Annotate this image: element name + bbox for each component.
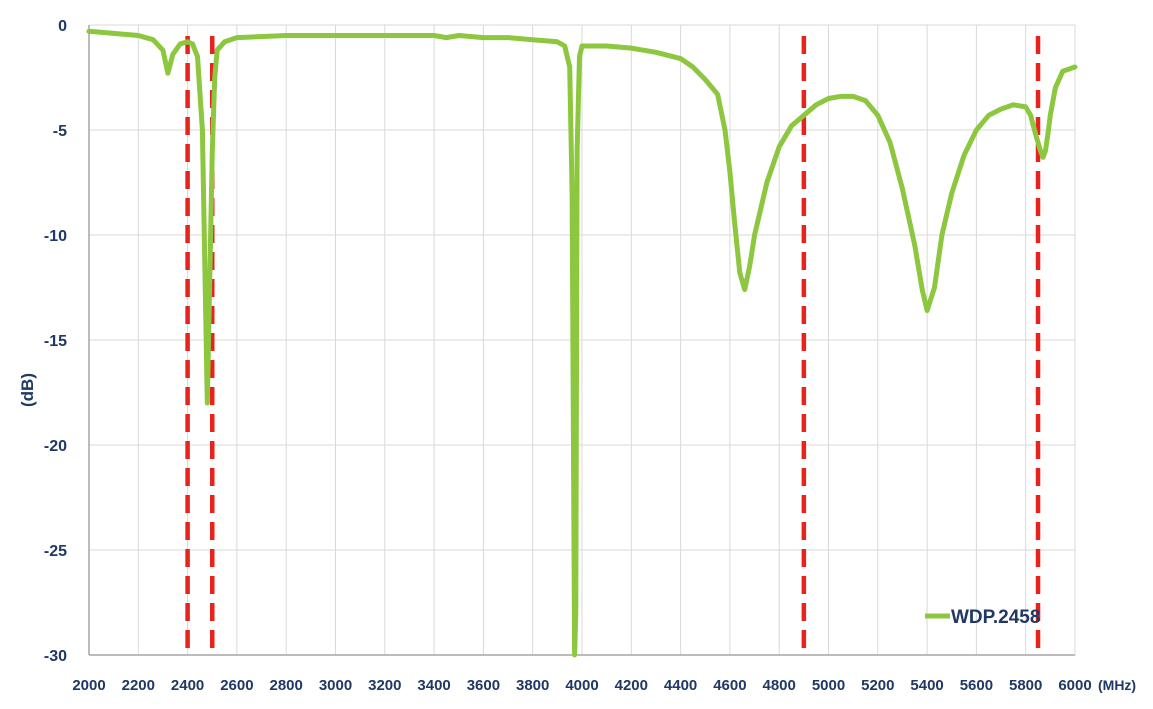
x-axis-unit-label: (MHz) — [1098, 677, 1136, 693]
grid — [88, 24, 1076, 656]
x-tick-label: 5800 — [1009, 677, 1042, 694]
x-tick-label: 2800 — [270, 677, 303, 694]
x-tick-label: 3600 — [467, 677, 500, 694]
y-tick-label: -5 — [53, 123, 67, 140]
axes — [88, 25, 1076, 656]
x-tick-label: 4600 — [713, 677, 746, 694]
legend-label: WDP.2458 — [951, 607, 1040, 628]
y-tick-label: 0 — [58, 18, 67, 35]
series-line — [86, 28, 1078, 658]
x-tick-label: 3800 — [516, 677, 549, 694]
x-tick-label: 4800 — [763, 677, 796, 694]
legend: WDP.2458 — [925, 607, 1040, 628]
x-tick-label: 5200 — [861, 677, 894, 694]
x-tick-label: 4200 — [615, 677, 648, 694]
x-tick-label: 6000 — [1058, 677, 1091, 694]
y-tick-label: -25 — [44, 543, 67, 560]
x-tick-label: 4400 — [664, 677, 697, 694]
y-tick-label: -20 — [44, 438, 67, 455]
x-tick-label: 3200 — [368, 677, 401, 694]
x-tick-label: 2000 — [72, 677, 105, 694]
y-tick-label: -15 — [44, 333, 67, 350]
x-tick-label: 5400 — [910, 677, 943, 694]
x-tick-label: 3000 — [319, 677, 352, 694]
tick-labels: 2000 2200 2400 2600 2800 3000 3200 3400 3600 3800… — [44, 18, 1092, 694]
y-tick-label: -10 — [44, 228, 67, 245]
x-tick-label: 4000 — [565, 677, 598, 694]
x-tick-label: 3400 — [417, 677, 450, 694]
y-tick-label: -30 — [44, 648, 67, 665]
x-tick-label: 2400 — [171, 677, 204, 694]
band-markers — [185, 36, 1041, 655]
x-tick-label: 5000 — [812, 677, 845, 694]
x-tick-label: 2600 — [220, 677, 253, 694]
y-axis-title: (dB) — [18, 373, 37, 407]
x-tick-label: 2200 — [122, 677, 155, 694]
x-tick-label: 5600 — [960, 677, 993, 694]
series-lines — [86, 28, 1078, 658]
